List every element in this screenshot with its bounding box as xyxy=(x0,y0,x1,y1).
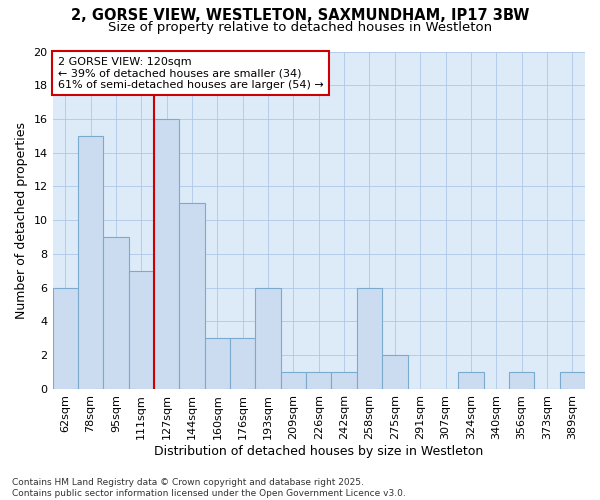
Bar xyxy=(357,288,382,389)
Bar xyxy=(103,237,128,389)
Bar xyxy=(306,372,331,389)
Bar xyxy=(331,372,357,389)
Bar xyxy=(128,271,154,389)
Text: Size of property relative to detached houses in Westleton: Size of property relative to detached ho… xyxy=(108,21,492,34)
Bar xyxy=(509,372,534,389)
Bar xyxy=(281,372,306,389)
Bar xyxy=(256,288,281,389)
Y-axis label: Number of detached properties: Number of detached properties xyxy=(15,122,28,318)
Bar xyxy=(154,119,179,389)
Text: Contains HM Land Registry data © Crown copyright and database right 2025.
Contai: Contains HM Land Registry data © Crown c… xyxy=(12,478,406,498)
X-axis label: Distribution of detached houses by size in Westleton: Distribution of detached houses by size … xyxy=(154,444,484,458)
Bar xyxy=(382,355,407,389)
Text: 2 GORSE VIEW: 120sqm
← 39% of detached houses are smaller (34)
61% of semi-detac: 2 GORSE VIEW: 120sqm ← 39% of detached h… xyxy=(58,56,323,90)
Bar xyxy=(78,136,103,389)
Bar xyxy=(458,372,484,389)
Bar xyxy=(230,338,256,389)
Bar xyxy=(53,288,78,389)
Bar xyxy=(179,204,205,389)
Bar xyxy=(560,372,585,389)
Bar xyxy=(205,338,230,389)
Text: 2, GORSE VIEW, WESTLETON, SAXMUNDHAM, IP17 3BW: 2, GORSE VIEW, WESTLETON, SAXMUNDHAM, IP… xyxy=(71,8,529,22)
